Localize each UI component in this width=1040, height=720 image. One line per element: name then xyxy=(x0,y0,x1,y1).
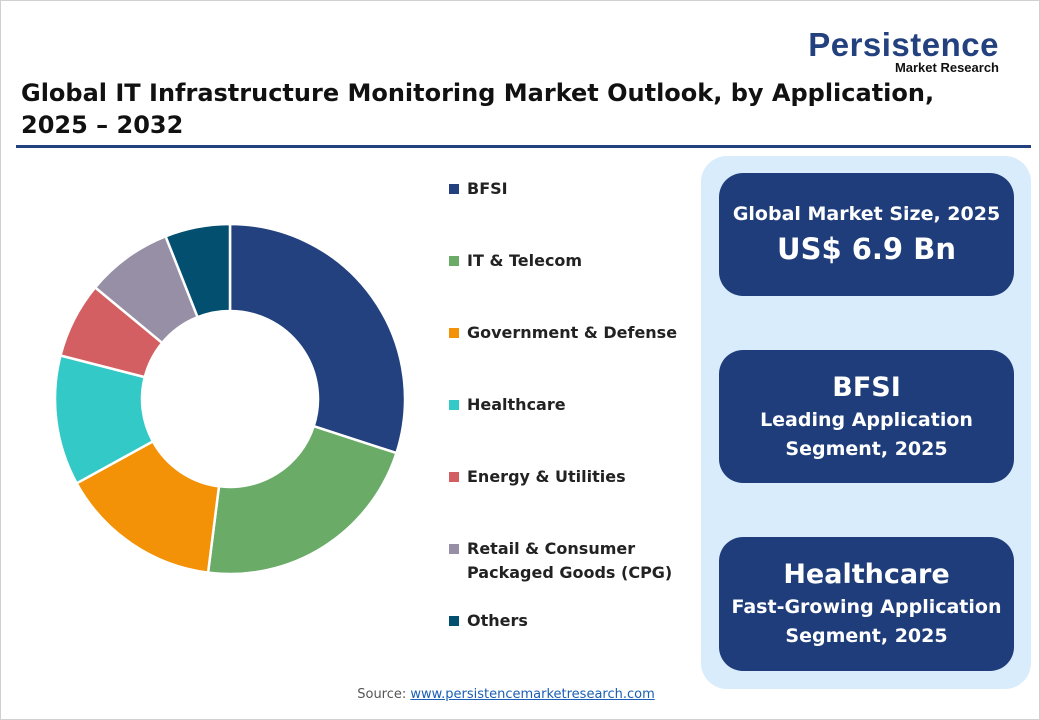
leading-segment-card: BFSI Leading Application Segment, 2025 xyxy=(719,350,1014,483)
legend-label: BFSI xyxy=(467,179,508,198)
legend-label: IT & Telecom xyxy=(467,251,583,270)
fast-growing-year: Segment, 2025 xyxy=(785,625,948,647)
legend-item: Healthcare xyxy=(449,393,566,417)
legend-swatch xyxy=(449,328,459,338)
legend-swatch xyxy=(449,472,459,482)
legend-label: Others xyxy=(467,611,528,630)
legend-label: Energy & Utilities xyxy=(467,467,626,486)
persistence-logo: Persistence Market Research xyxy=(808,26,999,75)
leading-segment-label: Leading Application xyxy=(760,408,973,431)
legend-label: Healthcare xyxy=(467,395,566,414)
source-link[interactable]: www.persistencemarketresearch.com xyxy=(410,687,655,702)
donut-slice-bfsi xyxy=(228,222,407,455)
legend-swatch xyxy=(449,616,459,626)
fast-growing-card: Healthcare Fast-Growing Application Segm… xyxy=(719,537,1014,671)
source-note: Source: www.persistencemarketresearch.co… xyxy=(1,687,1011,702)
legend-swatch xyxy=(449,544,459,554)
legend-swatch xyxy=(449,184,459,194)
logo-sub: Market Research xyxy=(894,60,999,75)
donut-slice-it-telecom xyxy=(206,424,399,576)
market-size-value: US$ 6.9 Bn xyxy=(777,232,956,266)
legend-item: Government & Defense xyxy=(449,321,677,345)
market-size-card: Global Market Size, 2025 US$ 6.9 Bn xyxy=(719,173,1014,296)
donut-chart xyxy=(53,222,407,576)
donut-slice-others xyxy=(163,222,232,319)
logo-main: Persistence xyxy=(808,26,999,63)
title-divider xyxy=(16,145,1031,148)
legend-swatch xyxy=(449,400,459,410)
leading-segment-name: BFSI xyxy=(832,371,901,403)
legend-swatch xyxy=(449,256,459,266)
legend-item: IT & Telecom xyxy=(449,249,582,273)
legend-item: BFSI xyxy=(449,177,508,201)
chart-title: Global IT Infrastructure Monitoring Mark… xyxy=(21,79,935,139)
market-size-label: Global Market Size, 2025 xyxy=(732,203,1001,225)
fast-growing-name: Healthcare xyxy=(783,559,950,590)
source-label: Source: xyxy=(357,687,407,702)
legend-item: Energy & Utilities xyxy=(449,465,626,489)
fast-growing-label: Fast-Growing Application xyxy=(731,596,1002,618)
leading-segment-year: Segment, 2025 xyxy=(785,437,948,460)
legend-item: Retail & Consumer Packaged Goods (CPG) xyxy=(449,537,672,585)
legend-label: Retail & Consumer Packaged Goods (CPG) xyxy=(467,539,673,582)
legend-label: Government & Defense xyxy=(467,323,678,342)
legend-item: Others xyxy=(449,609,528,633)
